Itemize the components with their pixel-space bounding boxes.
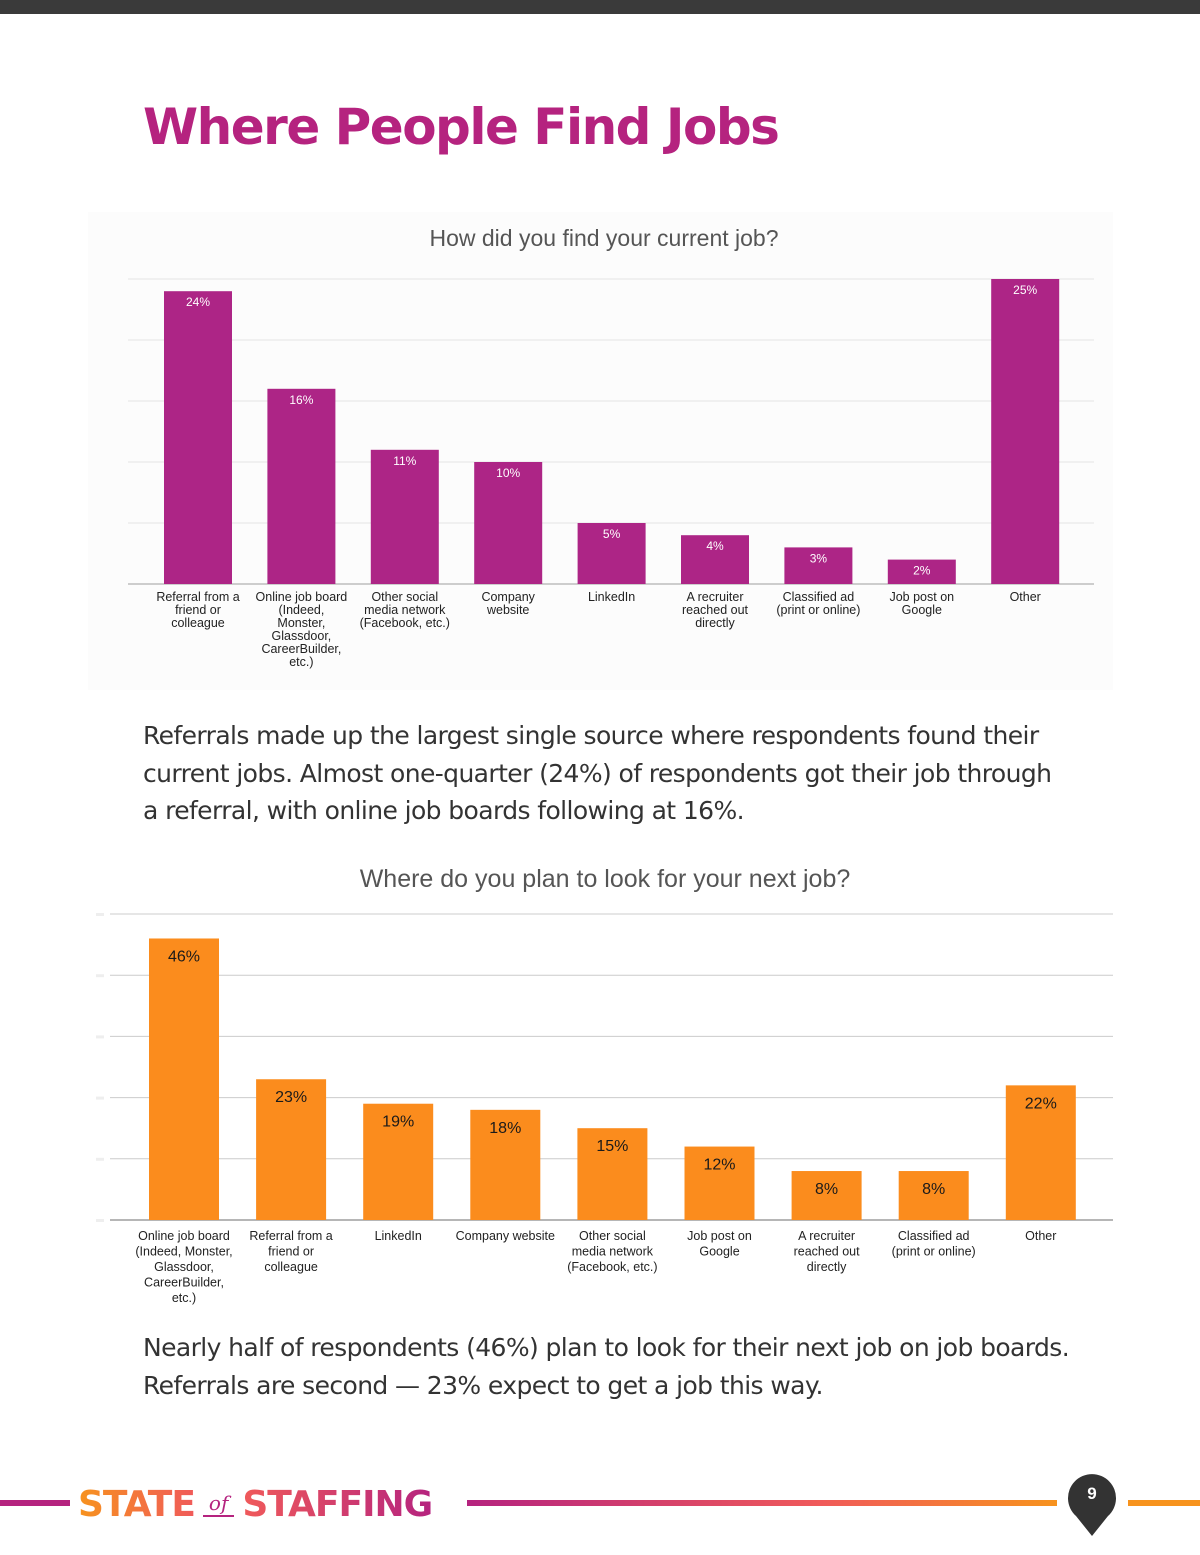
- paragraph-referrals: Referrals made up the largest single sou…: [143, 721, 1052, 825]
- chart1-bar: [164, 291, 232, 584]
- chart2-bar: [363, 1103, 434, 1220]
- chart1-bar: [267, 388, 336, 584]
- page-number-badge: 9: [1066, 1472, 1118, 1538]
- chart2-bar: [898, 1171, 969, 1220]
- chart2-bar: [470, 1109, 541, 1220]
- chart2-category-label: Other social media network (Facebook, etc.…: [567, 1229, 657, 1274]
- brand-state: STATE: [78, 1483, 196, 1525]
- chart2-data-label: 18%: [489, 1120, 521, 1137]
- chart1-data-label: 16%: [289, 393, 313, 407]
- chart1-category-label: Other social media network (Facebook, etc.…: [360, 590, 450, 630]
- chart2-y-tick-mark: [96, 913, 104, 916]
- chart1-data-label: 24%: [186, 295, 210, 309]
- page-title: Where People Find Jobs: [143, 98, 780, 156]
- chart1-data-label: 4%: [706, 539, 724, 553]
- chart1-category-label: LinkedIn: [588, 590, 635, 604]
- paragraph-job-boards: Nearly half of respondents (46%) plan to…: [143, 1333, 1070, 1400]
- brand-logo: STATE of STAFFING: [78, 1482, 433, 1526]
- brand-staffing: STAFFING: [242, 1483, 433, 1525]
- chart2-category-label: Referral from a friend or colleague: [249, 1229, 332, 1274]
- chart2-y-tick-mark: [96, 1035, 104, 1039]
- chart1-data-label: 25%: [1013, 283, 1037, 297]
- chart-next-job-svg: Where do you plan to look for your next …: [96, 865, 1113, 1305]
- map-pin-icon: [1068, 1474, 1116, 1536]
- chart1-bar: [681, 535, 749, 584]
- chart2-y-tick-mark: [96, 974, 104, 978]
- chart2-data-label: 8%: [815, 1181, 838, 1198]
- chart2-category-label: Company website: [456, 1229, 555, 1243]
- chart1-category-label: Classified ad (print or online): [776, 590, 860, 617]
- chart2-category-label: Other: [1025, 1229, 1056, 1243]
- chart-current-job: How did you find your current job? 24% Ref…: [0, 212, 1200, 690]
- chart2-data-label: 46%: [168, 948, 200, 965]
- chart1-bar: [991, 279, 1060, 584]
- chart2-bar: [577, 1128, 648, 1220]
- chart2-data-label: 19%: [382, 1114, 414, 1131]
- chart2-category-label: Online job board (Indeed, Monster, Glassdo…: [135, 1229, 232, 1305]
- chart2-bar: [791, 1171, 862, 1220]
- chart1-category-label: A recruiter reached out directly: [682, 590, 749, 630]
- chart1-bar: [577, 523, 646, 584]
- chart1-plot-background: [88, 212, 1113, 690]
- chart2-data-label: 22%: [1025, 1095, 1057, 1112]
- chart2-data-label: 15%: [596, 1138, 628, 1155]
- chart2-bar: [1005, 1085, 1076, 1220]
- chart2-data-label: 12%: [703, 1157, 735, 1174]
- chart1-bar: [474, 462, 543, 584]
- chart1-data-label: 2%: [913, 564, 931, 578]
- chart1-category-label: Company website: [481, 590, 535, 617]
- page-number: 9: [1087, 1484, 1097, 1503]
- chart2-bar: [149, 938, 219, 1220]
- footer: STATE of STAFFING 9: [0, 1470, 1200, 1540]
- chart2-category-label: Job post on Google: [687, 1229, 752, 1259]
- chart2-title: Where do you plan to look for your next …: [360, 865, 851, 893]
- chart2-y-tick-mark: [96, 1096, 104, 1100]
- chart1-bar: [784, 547, 853, 584]
- chart1-data-label: 3%: [810, 551, 828, 565]
- chart1-bar: [370, 449, 439, 584]
- brand-of: of: [202, 1491, 235, 1517]
- chart2-data-label: 8%: [922, 1181, 945, 1198]
- chart2-category-label: A recruiter reached out directly: [794, 1229, 861, 1274]
- chart-next-job: Where do you plan to look for your next …: [0, 855, 1200, 1315]
- chart1-category-label: Other: [1010, 590, 1041, 604]
- footer-line-right: [1128, 1500, 1200, 1506]
- footer-line-middle: [467, 1500, 1057, 1506]
- chart1-category-label: Referral from a friend or colleague: [156, 590, 239, 630]
- chart1-bar: [887, 559, 956, 584]
- top-bar: [0, 0, 1200, 14]
- chart2-data-label: 23%: [275, 1089, 307, 1106]
- chart1-data-label: 10%: [496, 466, 520, 480]
- chart2-bar: [684, 1146, 755, 1220]
- chart2-y-tick-mark: [96, 1157, 104, 1161]
- chart1-category-label: Online job board (Indeed, Monster, Glassdoo…: [256, 590, 348, 669]
- chart1-data-label: 11%: [393, 454, 416, 468]
- chart1-data-label: 5%: [603, 527, 621, 541]
- chart-current-job-svg: How did you find your current job? 24% Ref…: [88, 212, 1113, 690]
- chart1-category-label: Job post on Google: [889, 590, 954, 617]
- chart2-category-label: LinkedIn: [375, 1229, 422, 1243]
- footer-line-left: [0, 1500, 70, 1506]
- chart2-y-tick-mark: [96, 1219, 104, 1222]
- chart1-title: How did you find your current job?: [429, 225, 778, 251]
- chart2-category-label: Classified ad (print or online): [892, 1229, 976, 1259]
- chart2-bar: [256, 1079, 327, 1220]
